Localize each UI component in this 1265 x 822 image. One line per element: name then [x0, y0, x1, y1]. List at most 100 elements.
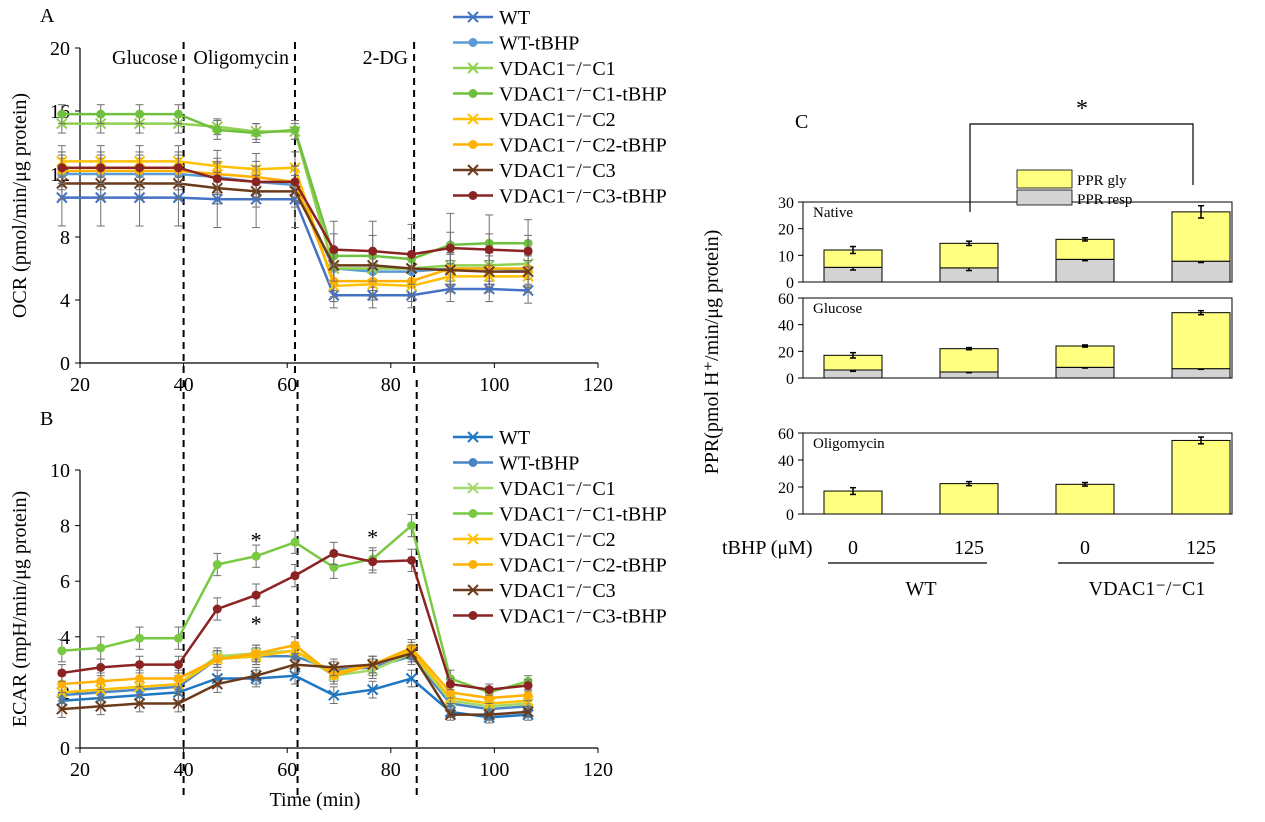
data-point	[212, 654, 222, 664]
data-point	[173, 674, 183, 683]
data-point	[251, 648, 261, 658]
legend-marker	[467, 431, 479, 443]
legend-label: WT	[499, 427, 530, 449]
legend-marker	[467, 584, 479, 596]
legend-entry-vdac1-c1: VDAC1⁻/⁻C1	[453, 58, 616, 80]
y-tick-label: 0	[786, 371, 794, 388]
significance-annotation: *	[251, 528, 262, 553]
series-vdac1-c3-tbhp	[57, 151, 533, 271]
legend-label: VDAC1⁻/⁻C2-tBHP	[499, 555, 667, 577]
bar-ppr-gly	[1171, 312, 1231, 370]
bar-ppr-gly	[939, 348, 999, 373]
data-point	[484, 693, 494, 703]
data-point	[405, 672, 418, 685]
legend-label: VDAC1⁻/⁻C3-tBHP	[499, 186, 667, 208]
bar-ppr-gly	[939, 242, 999, 269]
y-tick-label: 60	[778, 291, 794, 308]
data-point	[329, 245, 339, 255]
data-point	[444, 264, 457, 276]
legend-marker	[468, 89, 478, 98]
data-point	[251, 177, 261, 187]
legend-marker	[468, 458, 478, 467]
panel-letter-a: A	[40, 5, 55, 27]
y-tick-label: 0	[786, 275, 794, 292]
legend-label: VDAC1⁻/⁻C2-tBHP	[499, 135, 667, 157]
data-point	[173, 163, 183, 173]
data-point	[172, 697, 185, 710]
legend-entry-vdac1-c3-tbhp: VDAC1⁻/⁻C3-tBHP	[453, 186, 667, 208]
data-point	[329, 562, 339, 572]
data-point	[290, 537, 300, 547]
legend-marker	[468, 611, 478, 620]
y-tick-label: 0	[786, 507, 794, 524]
significance-annotation: *	[251, 611, 262, 636]
y-tick-label: 60	[778, 426, 794, 443]
data-point	[95, 700, 107, 713]
y-tick-label: 8	[60, 227, 70, 249]
legend-label-ppr-resp: PPR resp	[1077, 192, 1132, 208]
data-point	[96, 643, 106, 653]
data-point	[96, 109, 106, 119]
legend-entry-wt: WT	[453, 427, 530, 449]
legend-marker	[468, 560, 478, 569]
x-tick-label: 80	[381, 759, 401, 781]
y-tick-label: 40	[778, 318, 794, 335]
bar-ppr-gly	[1171, 439, 1231, 515]
data-point	[135, 163, 145, 173]
tbhp-row-label: tBHP (μM)	[722, 537, 813, 559]
data-point	[173, 660, 183, 670]
x-tick-label: 100	[479, 759, 509, 781]
data-point	[290, 125, 300, 135]
legend-marker	[467, 164, 479, 176]
legend-marker	[468, 191, 478, 200]
y-tick-label: 0	[60, 738, 70, 760]
data-point	[290, 571, 300, 581]
legend-entry-vdac1-c3: VDAC1⁻/⁻C3	[453, 580, 616, 602]
data-point	[212, 560, 222, 570]
panel-letter-c: C	[795, 111, 808, 133]
legend-marker	[467, 482, 479, 494]
legend-entry-vdac1-c3: VDAC1⁻/⁻C3	[453, 160, 616, 182]
data-point	[444, 708, 457, 721]
legend-label: WT	[499, 7, 530, 29]
legend-label: VDAC1⁻/⁻C1-tBHP	[499, 84, 667, 106]
event-marker-label: Oligomycin	[193, 47, 289, 69]
ppr-bar-chart: 0 10 20 30 Native 0 20 40 60 Glucose 0 20 40 60 Oligom…	[778, 195, 1233, 559]
ocr-line-chart: 04812162020406080100120OCR (pmol/min/μg …	[9, 7, 667, 396]
legend-marker	[467, 62, 479, 74]
data-point	[484, 685, 494, 695]
group-label-wt: WT	[905, 578, 936, 600]
legend-marker	[468, 509, 478, 518]
y-tick-label: 0	[60, 353, 70, 375]
legend-entry-wt-tbhp: WT-tBHP	[453, 33, 579, 55]
legend-label: VDAC1⁻/⁻C1-tBHP	[499, 504, 667, 526]
bar-subpanel-oligomycin: 0 20 40 60 Oligomycin	[778, 426, 1233, 524]
data-point	[251, 590, 261, 600]
y-axis-label: OCR (pmol/min/μg protein)	[9, 93, 31, 318]
data-point	[96, 662, 106, 672]
subpanel-frame	[802, 432, 1233, 515]
data-point	[135, 674, 145, 683]
x-category-label: 125	[954, 537, 984, 559]
y-tick-label: 20	[778, 222, 794, 239]
legend-entry-vdac1-c1-tbhp: VDAC1⁻/⁻C1-tBHP	[453, 504, 667, 526]
y-tick-label: 10	[778, 248, 794, 265]
data-point	[290, 640, 300, 650]
x-tick-label: 20	[70, 759, 90, 781]
subpanel-label: Native	[813, 205, 853, 221]
x-tick-label: 60	[277, 759, 297, 781]
legend-marker	[467, 533, 479, 545]
bar-ppr-resp	[1171, 260, 1231, 283]
data-point	[135, 109, 145, 119]
data-point	[328, 689, 340, 701]
bar-ppr-gly	[1055, 345, 1115, 368]
x-category-label: 0	[1080, 537, 1090, 559]
x-tick-label: 20	[70, 374, 90, 396]
legend-entry-vdac1-c1: VDAC1⁻/⁻C1	[453, 478, 616, 500]
bar-ppr-gly	[1055, 483, 1115, 515]
legend-label: WT-tBHP	[499, 33, 579, 55]
data-point	[329, 548, 339, 558]
subpanel-frame	[802, 297, 1233, 379]
data-point	[133, 697, 146, 710]
